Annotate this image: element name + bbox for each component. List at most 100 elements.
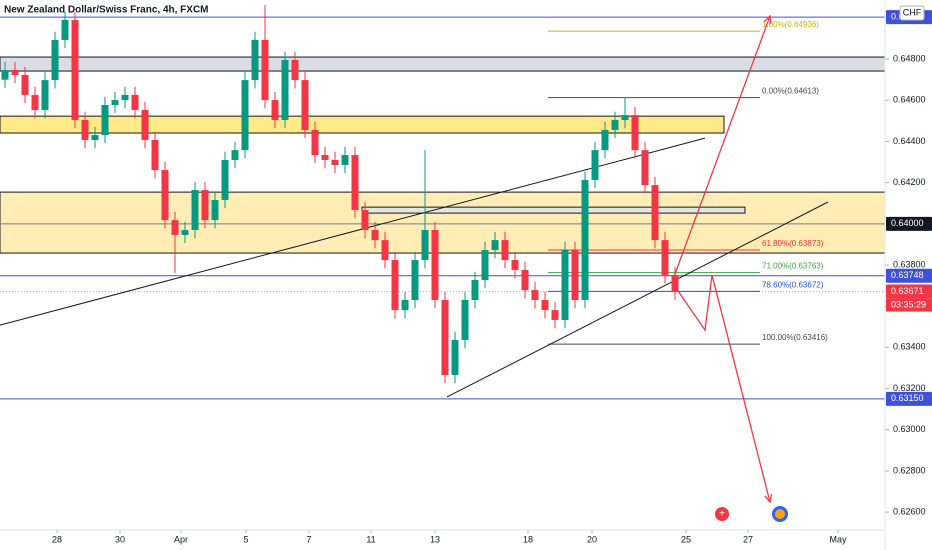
candle-body: [531, 290, 539, 301]
candle-body: [121, 94, 129, 101]
candle-body: [361, 210, 369, 230]
y-tick-label: 0.63000: [893, 424, 926, 434]
candle-body: [191, 190, 199, 230]
candle-body: [381, 240, 389, 261]
y-tick-label: 0.63200: [893, 383, 926, 393]
trend-line: [0, 137, 706, 326]
candle-body: [111, 100, 119, 106]
candle-body: [321, 155, 329, 160]
candle-body: [551, 310, 559, 320]
icon-glyph: +: [719, 509, 725, 520]
currency: CHF: [903, 7, 922, 17]
x-tick-label: 5: [243, 534, 248, 544]
candle-body: [171, 220, 179, 235]
candle-body: [511, 260, 519, 270]
candle-body: [591, 150, 599, 180]
candle-body: [541, 300, 549, 311]
candle-body: [601, 129, 609, 151]
candle-body: [231, 150, 239, 160]
arrow-head: [764, 494, 773, 504]
fib-label: 0.00%(0.64613): [762, 87, 819, 96]
fib-label: 1.00%(0.64936): [762, 20, 819, 29]
x-tick-label: 27: [743, 534, 753, 544]
x-tick-label: May: [829, 534, 847, 544]
y-tick-label: 0.64800: [893, 53, 926, 63]
candle-body: [611, 120, 619, 130]
fib-label: 71.00%(0.63763): [762, 262, 824, 271]
candle-body: [661, 240, 669, 276]
candle-body: [571, 249, 579, 301]
fib-label: 78.60%(0.63672): [762, 280, 824, 289]
candle-body: [161, 170, 169, 221]
y-tick-label: 0.64400: [893, 136, 926, 146]
price-tag-label: 0.64000: [891, 218, 924, 228]
candle-body: [281, 59, 289, 121]
countdown-box: [886, 298, 932, 312]
x-tick-label: Apr: [174, 534, 188, 544]
currency-badge: [899, 5, 925, 21]
y-tick-label: 0.63400: [893, 342, 926, 352]
price-tag-label: 0.63671: [891, 286, 924, 296]
candle-body: [11, 70, 19, 75]
candle-body: [391, 260, 399, 311]
x-tick-label: 7: [306, 534, 311, 544]
candle-body: [131, 94, 139, 110]
zone: [0, 191, 886, 254]
candle-body: [151, 140, 159, 171]
icon: [775, 509, 785, 519]
candle-body: [371, 229, 379, 241]
zone: [0, 115, 725, 134]
candle-body: [481, 249, 489, 281]
icon: [715, 507, 729, 521]
candle-body: [561, 249, 569, 320]
candle-body: [181, 229, 189, 235]
candle-body: [41, 80, 49, 110]
price-tag-label: 0.63150: [891, 393, 924, 403]
arrow: [671, 274, 771, 503]
candle-body: [451, 339, 459, 375]
price-tag: [886, 268, 932, 283]
fib-label: 100.00%(0.63416): [762, 333, 828, 342]
candle-body: [141, 109, 149, 141]
candle-body: [651, 185, 659, 241]
fib-label: 61.80%(0.63873): [762, 239, 824, 248]
candle-body: [51, 39, 59, 81]
y-tick-label: 0.63800: [893, 259, 926, 269]
price-tag: [886, 391, 932, 406]
trend-line: [446, 201, 829, 398]
x-tick-label: 11: [366, 534, 375, 544]
x-tick-label: 30: [115, 534, 125, 544]
countdown: 03:35:29: [891, 299, 926, 309]
candle-body: [91, 135, 99, 141]
price-tag: [886, 284, 932, 299]
chart-title: New Zealand Dollar/Swiss Franc, 4h, FXCM: [4, 5, 209, 16]
candle-body: [351, 155, 359, 211]
candle-body: [291, 59, 299, 81]
candle-body: [491, 240, 499, 250]
candle-body: [21, 74, 29, 95]
y-tick-label: 0.64200: [893, 177, 926, 187]
candle-body: [521, 269, 529, 291]
x-tick-label: 28: [52, 534, 62, 544]
x-tick-label: 18: [523, 534, 533, 544]
candle-body: [61, 19, 69, 40]
y-tick-label: 0.62600: [893, 506, 926, 516]
candle-body: [101, 105, 109, 136]
candle-body: [221, 159, 229, 200]
candle-body: [241, 80, 249, 151]
candle-body: [81, 120, 89, 141]
candle-body: [501, 240, 509, 261]
x-tick-label: 20: [587, 534, 597, 544]
candle-body: [341, 155, 349, 165]
candle-body: [71, 19, 79, 121]
candle-body: [411, 260, 419, 301]
candle-body: [201, 190, 209, 221]
candle-body: [251, 39, 259, 81]
candle-body: [621, 115, 629, 121]
candle-body: [261, 39, 269, 101]
y-tick-label: 0.62800: [893, 465, 926, 475]
candle-body: [301, 80, 309, 130]
x-tick-label: 13: [430, 534, 440, 544]
